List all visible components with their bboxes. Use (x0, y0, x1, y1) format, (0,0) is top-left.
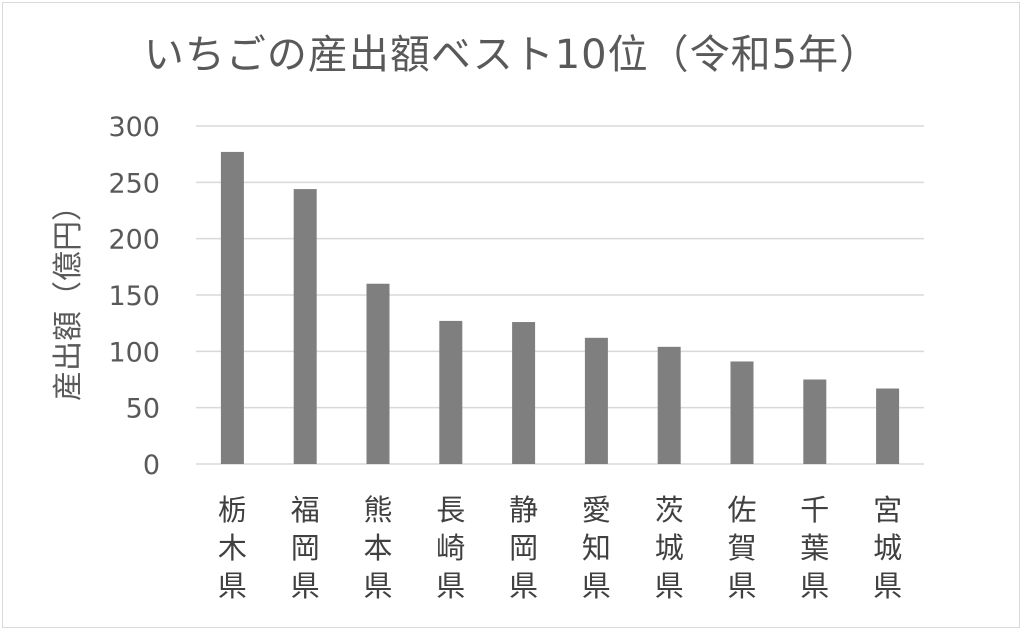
y-tick-label: 250 (108, 168, 160, 199)
chart-title: いちごの産出額ベスト10位（令和5年） (143, 32, 881, 78)
x-category-label: 福岡県 (291, 493, 320, 603)
bars (220, 151, 900, 465)
x-category-labels: 栃木県 福岡県 熊本県 長崎県 静岡県 愛知県 茨城県 佐賀県 千葉県 宮城県 (218, 493, 902, 603)
bar (876, 388, 900, 464)
bar (584, 337, 608, 464)
y-tick-label: 100 (108, 337, 160, 368)
bar (439, 320, 463, 464)
x-category-label: 愛知県 (582, 493, 611, 603)
x-category-label: 静岡県 (509, 493, 538, 603)
x-category-label: 茨城県 (655, 493, 684, 603)
bar (657, 346, 681, 464)
y-tick-label: 50 (126, 394, 160, 425)
x-category-label: 長崎県 (436, 493, 465, 603)
bar (220, 151, 244, 464)
y-tick-label: 150 (108, 281, 160, 312)
y-tick-label: 0 (143, 450, 160, 481)
x-category-label: 佐賀県 (727, 493, 756, 603)
y-tick-labels: 0 50 100 150 200 250 300 (108, 112, 160, 481)
bar (366, 283, 390, 464)
x-category-label: 熊本県 (363, 493, 392, 603)
gridlines (196, 125, 924, 465)
x-category-label: 栃木県 (218, 493, 247, 603)
y-tick-label: 200 (108, 225, 160, 256)
bar (730, 361, 754, 464)
x-category-label: 宮城県 (873, 493, 902, 603)
x-category-label: 千葉県 (800, 493, 829, 603)
bar (512, 322, 536, 464)
bar (293, 189, 317, 465)
y-tick-label: 300 (108, 112, 160, 143)
bar (803, 379, 827, 464)
y-axis-label: 産出額（億円） (51, 191, 86, 401)
